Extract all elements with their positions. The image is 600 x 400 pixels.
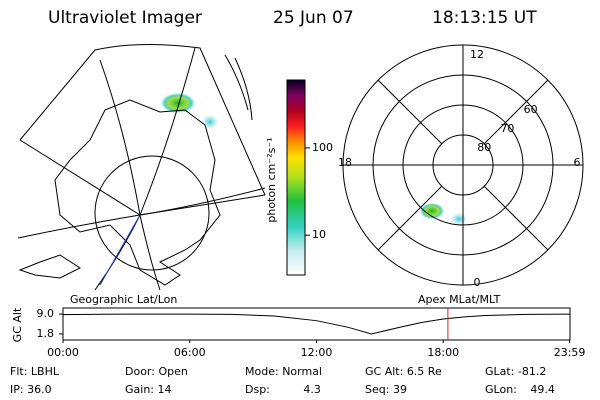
info-item: Mode: Normal [245,365,322,378]
time: 18:13:15 UT [432,8,537,28]
strip-x-tick-label: 06:00 [174,346,206,359]
info-label: Mode: [245,365,279,378]
info-value: 14 [158,383,172,396]
colorbar-label: photon cm⁻²s⁻¹ [265,137,278,222]
strip-x-tick-label: 12:00 [301,346,333,359]
lat-label: 80 [477,141,491,154]
mlt-label: 0 [474,276,481,289]
mlt-label: 6 [574,156,581,169]
colorbar-tick-label: 100 [312,141,333,154]
mlt-label: 18 [338,156,352,169]
info-value: 49.4 [530,383,555,396]
info-value: 4.3 [303,383,321,396]
strip-left-label: Geographic Lat/Lon [70,293,177,306]
lat-label: 60 [524,103,538,116]
instrument-title: Ultraviolet Imager [48,8,202,28]
info-item: Dsp: 4.3 [245,383,321,396]
info-value: Open [158,365,187,378]
polar-spoke [483,79,549,145]
info-label: Dsp: [245,383,270,396]
info-item: Seq: 39 [365,383,407,396]
colorbar-tick-label: 10 [312,228,326,241]
info-item: Flt: LBHL [10,365,60,378]
info-label: Gain: [125,383,154,396]
info-value: 6.5 Re [407,365,442,378]
strip-right-label: Apex MLat/MLT [418,293,501,306]
info-label: Door: [125,365,155,378]
colorbar [286,79,306,276]
info-value: LBHL [31,365,60,378]
info-item: IP: 36.0 [10,383,52,396]
strip-x-tick-label: 18:00 [427,346,459,359]
info-label: GLat: [485,365,514,378]
strip-y-tick-label: 1.8 [37,327,55,340]
altitude-strip [62,307,571,341]
info-item: GLon: 49.4 [485,383,555,396]
altitude-line [62,313,570,335]
info-value: 39 [393,383,407,396]
info-value: -81.2 [518,365,546,378]
info-value: 36.0 [27,383,52,396]
strip-y-tick-label: 9.0 [37,307,55,320]
strip-x-tick-label: 23:59 [554,346,586,359]
info-item: Door: Open [125,365,188,378]
strip-x-tick-label: 00:00 [47,346,79,359]
mlt-label: 12 [470,48,484,61]
info-item: GLat: -81.2 [485,365,546,378]
polar-spoke [377,185,443,251]
geographic-map [17,43,266,291]
info-item: GC Alt: 6.5 Re [365,365,442,378]
date: 25 Jun 07 [273,8,354,28]
info-label: Seq: [365,383,389,396]
info-label: GLon: [485,383,517,396]
polar-spoke [483,185,549,251]
info-label: Flt: [10,365,27,378]
strip-y-label: GC Alt [11,307,24,342]
info-label: GC Alt: [365,365,403,378]
lat-label: 70 [500,122,514,135]
info-value: Normal [282,365,322,378]
polar-spoke [377,79,443,145]
info-label: IP: [10,383,24,396]
info-item: Gain: 14 [125,383,172,396]
